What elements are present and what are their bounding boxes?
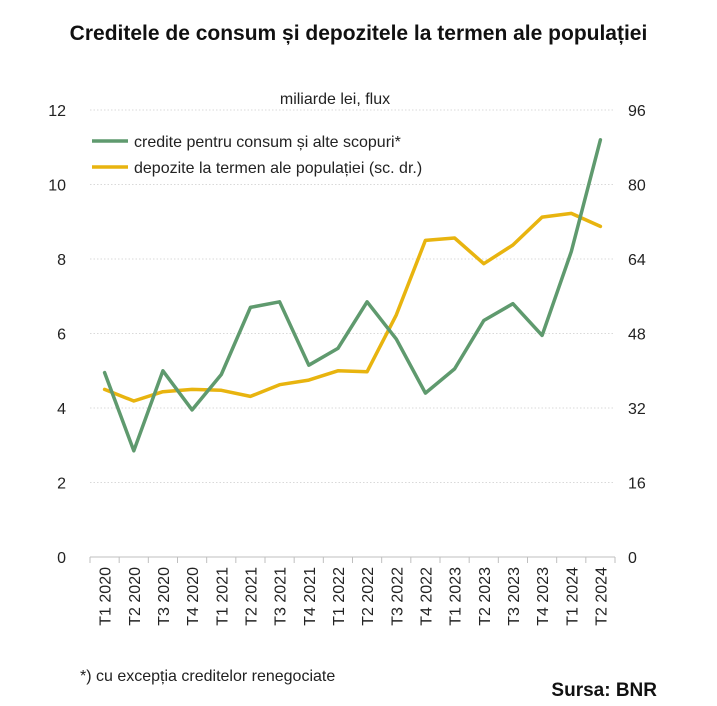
right-tick-label: 96 bbox=[628, 103, 646, 120]
left-tick-label: 2 bbox=[57, 476, 66, 493]
chart-title: Creditele de consum și depozitele la ter… bbox=[69, 22, 648, 45]
x-axis-ticks: T1 2020 T2 2020 T3 2020 T4 2020 T1 2021 T2 20… bbox=[98, 567, 611, 626]
x-tick-label: T2 2023 bbox=[477, 567, 494, 626]
x-tick-label: T4 2020 bbox=[185, 567, 202, 626]
footnote: *) cu excepția creditelor renegociate bbox=[80, 668, 336, 685]
right-tick-label: 32 bbox=[628, 401, 646, 418]
right-tick-label: 16 bbox=[628, 476, 646, 493]
legend-label-depozite: depozite la termen ale populației (sc. d… bbox=[134, 160, 422, 177]
left-tick-label: 6 bbox=[57, 327, 66, 344]
left-axis-ticks: 0 2 4 6 8 10 12 bbox=[48, 103, 66, 567]
left-tick-label: 0 bbox=[57, 550, 66, 567]
x-tick-label: T3 2021 bbox=[273, 567, 290, 626]
x-tick-label: T1 2024 bbox=[564, 567, 581, 626]
x-tick-label: T2 2021 bbox=[243, 567, 260, 626]
left-tick-label: 10 bbox=[48, 178, 66, 195]
axes bbox=[89, 556, 616, 563]
left-tick-label: 4 bbox=[57, 401, 66, 418]
x-tick-label: T1 2023 bbox=[448, 567, 465, 626]
gridlines bbox=[90, 109, 615, 483]
x-tick-label: T3 2020 bbox=[156, 567, 173, 626]
x-tick-label: T1 2022 bbox=[331, 567, 348, 626]
x-tick-label: T3 2023 bbox=[506, 567, 523, 626]
series-line-depozite bbox=[102, 211, 603, 403]
left-tick-label: 12 bbox=[48, 103, 66, 120]
right-tick-label: 48 bbox=[628, 327, 646, 344]
source-label: Sursa: BNR bbox=[551, 680, 657, 701]
x-tick-label: T1 2021 bbox=[214, 567, 231, 626]
x-tick-label: T4 2023 bbox=[535, 567, 552, 626]
legend-label-credite: credite pentru consum și alte scopuri* bbox=[134, 134, 401, 151]
x-tick-label: T3 2022 bbox=[389, 567, 406, 626]
x-tick-label: T1 2020 bbox=[98, 567, 115, 626]
x-tick-label: T2 2022 bbox=[360, 567, 377, 626]
x-tick-label: T2 2024 bbox=[593, 567, 610, 626]
legend: credite pentru consum și alte scopuri* d… bbox=[92, 134, 422, 177]
x-tick-label: T2 2020 bbox=[127, 567, 144, 626]
series-line-credite bbox=[102, 138, 603, 453]
right-tick-label: 64 bbox=[628, 252, 646, 269]
right-tick-label: 80 bbox=[628, 178, 646, 195]
left-tick-label: 8 bbox=[57, 252, 66, 269]
x-tick-label: T4 2022 bbox=[418, 567, 435, 626]
x-tick-label: T4 2021 bbox=[302, 567, 319, 626]
right-axis-ticks: 0 16 32 48 64 80 96 bbox=[628, 103, 646, 567]
series-lines bbox=[102, 138, 603, 453]
right-tick-label: 0 bbox=[628, 550, 637, 567]
unit-label: miliarde lei, flux bbox=[280, 91, 390, 108]
